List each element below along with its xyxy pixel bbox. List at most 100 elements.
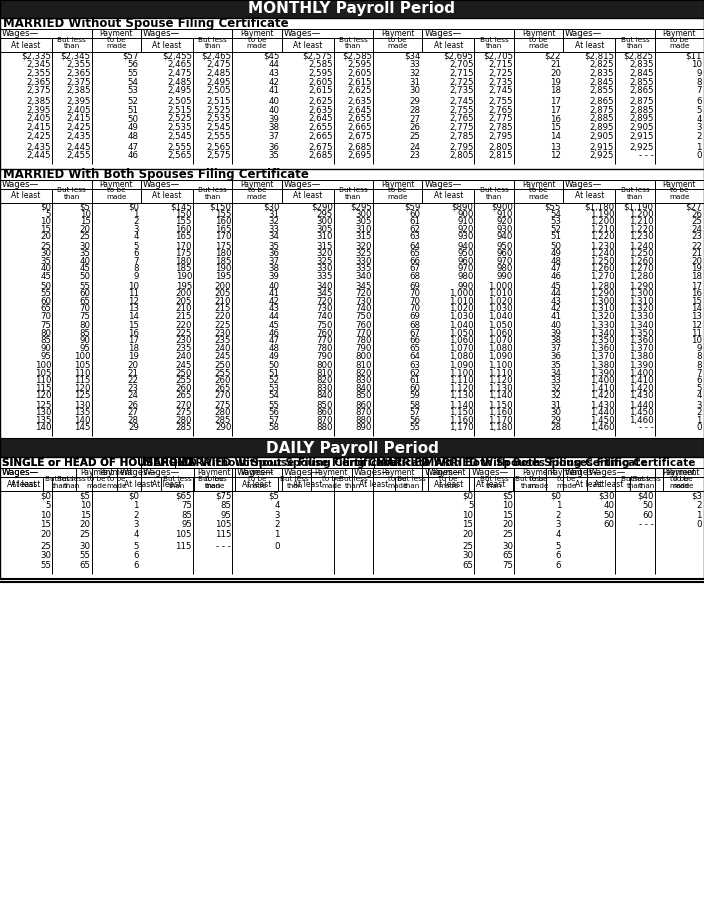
Text: Wages—: Wages—	[425, 180, 462, 188]
Text: 39: 39	[269, 114, 279, 124]
Text: 740: 740	[316, 312, 333, 321]
Text: $5: $5	[502, 491, 513, 501]
Text: 11: 11	[128, 289, 139, 298]
Text: 185: 185	[175, 264, 192, 274]
Text: 2,435: 2,435	[66, 132, 91, 141]
Text: 950: 950	[496, 242, 513, 251]
Text: 1,000: 1,000	[489, 282, 513, 291]
Text: 34: 34	[269, 232, 279, 242]
Text: 2,535: 2,535	[207, 114, 232, 124]
Text: 5: 5	[696, 106, 702, 115]
Text: 41: 41	[551, 312, 561, 321]
Text: 40: 40	[80, 257, 91, 266]
Text: Payment: Payment	[549, 468, 583, 478]
Text: 265: 265	[175, 392, 192, 400]
Text: 1,330: 1,330	[629, 312, 654, 321]
Text: 42: 42	[551, 304, 561, 313]
Text: 305: 305	[356, 217, 372, 226]
Text: 2: 2	[274, 520, 279, 529]
Text: But less
than: But less than	[339, 37, 367, 49]
Text: 2,785: 2,785	[449, 132, 474, 141]
Text: 70: 70	[80, 304, 91, 313]
Text: 95: 95	[80, 344, 91, 353]
Text: 85: 85	[181, 511, 192, 520]
Text: 20: 20	[128, 361, 139, 370]
Text: $3: $3	[691, 491, 702, 501]
Text: Wages—: Wages—	[120, 468, 156, 478]
Text: 2,365: 2,365	[27, 78, 51, 87]
Text: $890: $890	[452, 202, 474, 211]
Text: $2,575: $2,575	[303, 52, 333, 60]
Text: 47: 47	[551, 264, 561, 274]
Text: 14: 14	[691, 304, 702, 313]
Text: 62: 62	[410, 369, 420, 378]
Text: 2,705: 2,705	[449, 60, 474, 70]
Text: 6: 6	[555, 561, 561, 569]
Text: 21: 21	[551, 60, 561, 70]
Text: 2,885: 2,885	[629, 106, 654, 115]
Text: 2,545: 2,545	[168, 132, 192, 141]
Text: Payment: Payment	[80, 468, 113, 478]
Text: 180: 180	[215, 250, 232, 258]
Text: 12: 12	[128, 296, 139, 306]
Text: 1,090: 1,090	[489, 351, 513, 361]
Text: 1,320: 1,320	[629, 304, 654, 313]
Text: 265: 265	[215, 383, 232, 393]
Text: 32: 32	[410, 69, 420, 78]
Text: 1,300: 1,300	[590, 296, 615, 306]
Text: 1,300: 1,300	[629, 289, 654, 298]
Text: 1,430: 1,430	[629, 392, 654, 400]
Text: $2,585: $2,585	[342, 52, 372, 60]
Text: 1,070: 1,070	[449, 344, 474, 353]
Text: 1,350: 1,350	[590, 337, 615, 346]
Text: 890: 890	[356, 424, 372, 433]
Text: 2,775: 2,775	[489, 114, 513, 124]
Text: 1,130: 1,130	[449, 392, 474, 400]
Text: But less
than: But less than	[58, 476, 86, 489]
Text: 1,280: 1,280	[590, 282, 615, 291]
Text: Wages—: Wages—	[284, 468, 321, 478]
Text: 130: 130	[74, 401, 91, 410]
Text: 26: 26	[410, 124, 420, 132]
Text: 44: 44	[551, 289, 561, 298]
Text: $2,465: $2,465	[201, 52, 232, 60]
Text: 900: 900	[457, 210, 474, 219]
Text: 0: 0	[696, 424, 702, 433]
Text: 2,755: 2,755	[449, 106, 474, 115]
Text: 10: 10	[691, 337, 702, 346]
Text: 52: 52	[128, 97, 139, 106]
Text: $30: $30	[598, 491, 615, 501]
Text: 0: 0	[274, 542, 279, 551]
Text: At least: At least	[152, 479, 182, 489]
Text: 59: 59	[410, 392, 420, 400]
Text: 270: 270	[175, 401, 192, 410]
Text: to be
made: to be made	[246, 37, 268, 49]
Text: 220: 220	[215, 312, 232, 321]
Text: 2: 2	[133, 511, 139, 520]
Text: 840: 840	[316, 392, 333, 400]
Text: 6: 6	[133, 551, 139, 560]
Text: But less
than: But less than	[398, 476, 426, 489]
Text: 820: 820	[356, 369, 372, 378]
Text: 2,905: 2,905	[629, 124, 654, 132]
Text: 2,835: 2,835	[629, 60, 654, 70]
Text: 1,230: 1,230	[590, 242, 615, 251]
Text: 910: 910	[496, 210, 513, 219]
Text: 20: 20	[502, 520, 513, 529]
Text: 2,865: 2,865	[590, 97, 615, 106]
Text: MARRIED With Both Spouses Filing Certificate: MARRIED With Both Spouses Filing Certifi…	[425, 458, 696, 468]
Text: 1,370: 1,370	[629, 344, 654, 353]
Text: 850: 850	[356, 392, 372, 400]
Text: 1,140: 1,140	[449, 401, 474, 410]
Text: 15: 15	[80, 217, 91, 226]
Text: 2,665: 2,665	[348, 124, 372, 132]
Text: 2,925: 2,925	[629, 143, 654, 152]
Text: 1,070: 1,070	[489, 337, 513, 346]
Text: 2,765: 2,765	[449, 114, 474, 124]
Text: 2,915: 2,915	[590, 143, 615, 152]
Text: 29: 29	[128, 424, 139, 433]
Text: 150: 150	[175, 210, 192, 219]
Text: 880: 880	[356, 416, 372, 425]
Text: 1,270: 1,270	[590, 272, 615, 281]
Text: 190: 190	[175, 272, 192, 281]
